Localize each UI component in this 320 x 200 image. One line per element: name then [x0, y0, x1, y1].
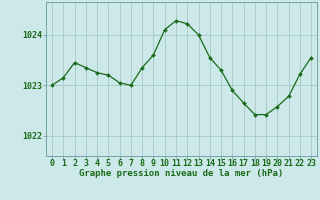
X-axis label: Graphe pression niveau de la mer (hPa): Graphe pression niveau de la mer (hPa): [79, 169, 284, 178]
